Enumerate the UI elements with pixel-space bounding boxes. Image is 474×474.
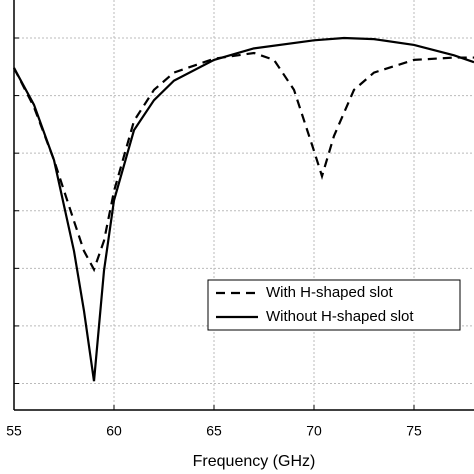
x-tick-label: 60 xyxy=(106,423,122,439)
x-tick-label: 55 xyxy=(6,423,22,439)
series-line xyxy=(13,51,474,273)
series-line xyxy=(13,36,474,382)
x-tick-label: 65 xyxy=(206,423,222,439)
x-tick-label: 75 xyxy=(406,423,422,439)
x-axis-label: Frequency (GHz) xyxy=(193,453,316,470)
legend-label: Without H-shaped slot xyxy=(266,308,414,325)
x-tick-label: 70 xyxy=(306,423,322,439)
legend-box xyxy=(207,279,461,331)
legend-label: With H-shaped slot xyxy=(266,284,394,301)
